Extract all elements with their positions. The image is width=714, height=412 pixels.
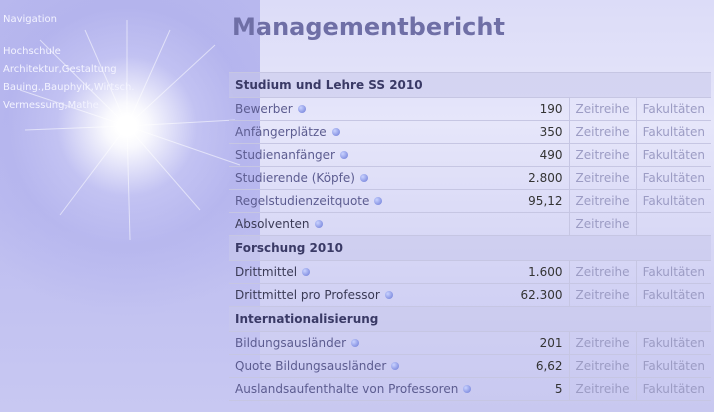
- fakultaeten-link[interactable]: Fakultäten: [636, 166, 711, 190]
- zeitreihe-link[interactable]: Zeitreihe: [569, 354, 637, 378]
- row-value: 62.300: [496, 283, 570, 307]
- section-heading-internationalisierung: Internationalisierung: [229, 306, 711, 332]
- row-label: Quote Bildungsausländer: [229, 354, 497, 378]
- info-icon[interactable]: [331, 128, 340, 136]
- navigation-title: Navigation: [3, 14, 57, 25]
- info-icon[interactable]: [374, 197, 383, 205]
- row-label: Studierende (Köpfe): [229, 166, 497, 190]
- row-label: Anfängerplätze: [229, 120, 497, 144]
- section-heading-forschung: Forschung 2010: [229, 235, 711, 261]
- table-row: Auslandsaufenthalte von Professoren 5 Ze…: [229, 377, 711, 401]
- fakultaeten-link[interactable]: Fakultäten: [636, 331, 711, 355]
- table-row: Quote Bildungsausländer 6,62 Zeitreihe F…: [229, 354, 711, 378]
- fakultaeten-link[interactable]: Fakultäten: [636, 354, 711, 378]
- nav-item-hochschule[interactable]: Hochschule: [3, 46, 61, 57]
- info-icon[interactable]: [463, 385, 472, 393]
- info-icon[interactable]: [339, 151, 348, 159]
- light-burst-decoration: [19, 20, 241, 241]
- info-icon[interactable]: [359, 174, 368, 182]
- table-row: Drittmittel pro Professor 62.300 Zeitrei…: [229, 283, 711, 307]
- info-icon[interactable]: [297, 105, 306, 113]
- info-icon[interactable]: [314, 220, 323, 228]
- nav-item-architektur[interactable]: Architektur,Gestaltung: [3, 64, 117, 75]
- row-label: Drittmittel: [229, 260, 497, 284]
- fakultaeten-link[interactable]: [636, 212, 711, 236]
- row-value: 5: [496, 377, 570, 401]
- table-row: Drittmittel 1.600 Zeitreihe Fakultäten: [229, 260, 711, 284]
- section-heading-studium: Studium und Lehre SS 2010: [229, 72, 711, 98]
- row-value: 201: [496, 331, 570, 355]
- fakultaeten-link[interactable]: Fakultäten: [636, 189, 711, 213]
- zeitreihe-link[interactable]: Zeitreihe: [569, 143, 637, 167]
- sidebar-background: [0, 0, 260, 412]
- row-value: 1.600: [496, 260, 570, 284]
- fakultaeten-link[interactable]: Fakultäten: [636, 283, 711, 307]
- zeitreihe-link[interactable]: Zeitreihe: [569, 166, 637, 190]
- row-value: 95,12: [496, 189, 570, 213]
- table-row: Bewerber 190 Zeitreihe Fakultäten: [229, 97, 711, 121]
- table-row: Absolventen Zeitreihe: [229, 212, 711, 236]
- row-value: 2.800: [496, 166, 570, 190]
- report-table: Studium und Lehre SS 2010 Bewerber 190 Z…: [229, 72, 711, 401]
- zeitreihe-link[interactable]: Zeitreihe: [569, 189, 637, 213]
- table-row: Studienanfänger 490 Zeitreihe Fakultäten: [229, 143, 711, 167]
- fakultaeten-link[interactable]: Fakultäten: [636, 143, 711, 167]
- fakultaeten-link[interactable]: Fakultäten: [636, 120, 711, 144]
- zeitreihe-link[interactable]: Zeitreihe: [569, 120, 637, 144]
- table-row: Bildungsausländer 201 Zeitreihe Fakultät…: [229, 331, 711, 355]
- row-label: Bildungsausländer: [229, 331, 497, 355]
- zeitreihe-link[interactable]: Zeitreihe: [569, 283, 637, 307]
- info-icon[interactable]: [391, 362, 400, 370]
- row-label: Absolventen: [229, 212, 497, 236]
- row-value: 350: [496, 120, 570, 144]
- nav-item-vermessung[interactable]: Vermessung,Mathe: [3, 100, 99, 111]
- zeitreihe-link[interactable]: Zeitreihe: [569, 331, 637, 355]
- info-icon[interactable]: [302, 268, 311, 276]
- zeitreihe-link[interactable]: Zeitreihe: [569, 97, 637, 121]
- table-row: Studierende (Köpfe) 2.800 Zeitreihe Faku…: [229, 166, 711, 190]
- page-title: Managementbericht: [232, 13, 505, 41]
- zeitreihe-link[interactable]: Zeitreihe: [569, 260, 637, 284]
- row-label: Bewerber: [229, 97, 497, 121]
- row-value: 190: [496, 97, 570, 121]
- row-value: 6,62: [496, 354, 570, 378]
- row-label: Regelstudienzeitquote: [229, 189, 497, 213]
- fakultaeten-link[interactable]: Fakultäten: [636, 377, 711, 401]
- info-icon[interactable]: [351, 339, 360, 347]
- fakultaeten-link[interactable]: Fakultäten: [636, 260, 711, 284]
- row-label: Auslandsaufenthalte von Professoren: [229, 377, 497, 401]
- zeitreihe-link[interactable]: Zeitreihe: [569, 377, 637, 401]
- row-value: [496, 212, 570, 236]
- row-value: 490: [496, 143, 570, 167]
- sidebar-navigation: Navigation Hochschule Architektur,Gestal…: [3, 14, 135, 115]
- table-row: Anfängerplätze 350 Zeitreihe Fakultäten: [229, 120, 711, 144]
- info-icon[interactable]: [384, 291, 393, 299]
- row-label: Studienanfänger: [229, 143, 497, 167]
- table-row: Regelstudienzeitquote 95,12 Zeitreihe Fa…: [229, 189, 711, 213]
- fakultaeten-link[interactable]: Fakultäten: [636, 97, 711, 121]
- row-label: Drittmittel pro Professor: [229, 283, 497, 307]
- zeitreihe-link[interactable]: Zeitreihe: [569, 212, 637, 236]
- nav-item-bauing[interactable]: Bauing.,Bauphyik,Wirtsch.: [3, 82, 135, 93]
